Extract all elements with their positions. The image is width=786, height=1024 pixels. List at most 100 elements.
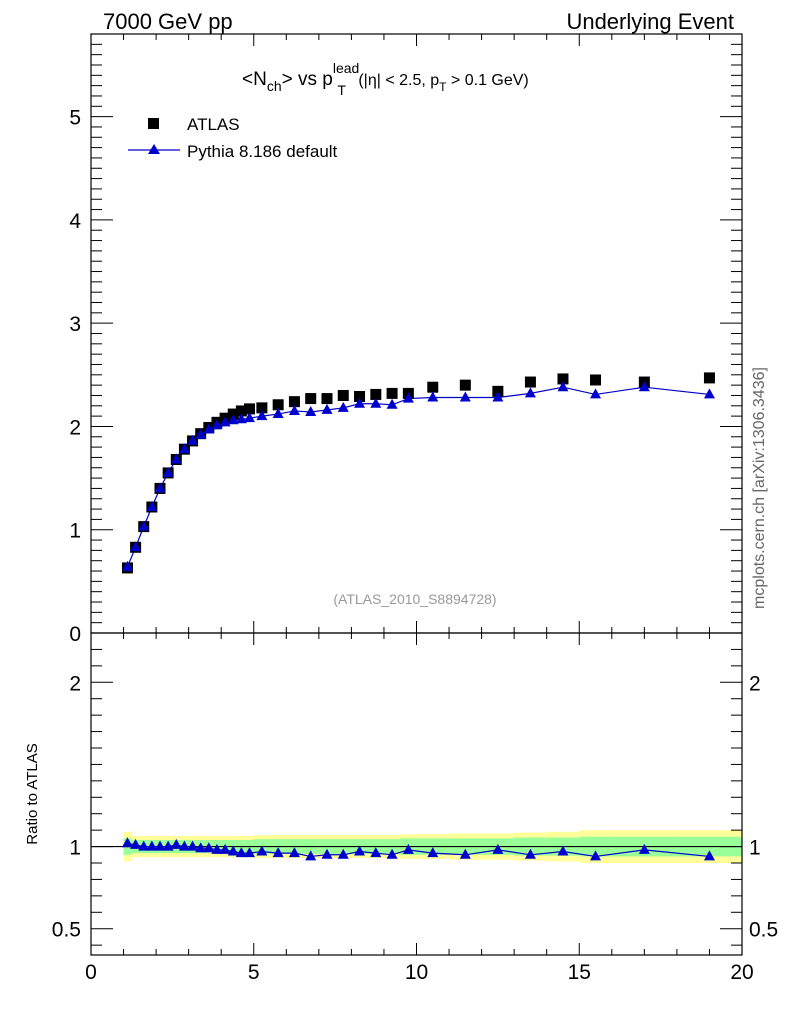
x-tick-label: 20 <box>730 961 753 984</box>
ratio-pythia-point <box>288 847 300 858</box>
atlas-point <box>524 376 536 388</box>
x-tick-labels: 0 5 10 15 20 <box>85 961 754 984</box>
header-left: 7000 GeV pp <box>103 9 233 34</box>
main-y-tick-label: 5 <box>69 107 81 130</box>
atlas-point <box>557 373 569 385</box>
pythia-point <box>235 413 247 424</box>
pythia-point <box>386 398 398 409</box>
pythia-point <box>557 381 569 392</box>
atlas-point <box>703 372 715 384</box>
ratio-pythia-point <box>590 850 602 861</box>
pythia-point <box>272 408 284 419</box>
main-y-tick-label: 4 <box>69 210 81 233</box>
ratio-pythia-point <box>638 843 650 854</box>
ratio-pythia-point <box>337 848 349 859</box>
ratio-frame <box>90 632 743 956</box>
ratio-pythia-point <box>321 848 333 859</box>
pythia-point <box>138 520 150 531</box>
atlas-point <box>227 408 239 420</box>
pythia-point <box>219 416 231 427</box>
ratio-pythia-point <box>178 840 190 851</box>
pythia-point <box>459 391 471 402</box>
ratio-pythia-point <box>272 847 284 858</box>
ratio-y-axis-label: Ratio to ATLAS <box>24 743 41 844</box>
legend-pythia-marker <box>148 144 160 154</box>
ratio-y-tick-label-right: 2 <box>749 672 761 695</box>
pythia-point <box>354 397 366 408</box>
atlas-point <box>459 379 471 391</box>
pythia-point <box>305 405 317 416</box>
ratio-pythia-point <box>138 840 150 851</box>
pythia-point <box>227 414 239 425</box>
atlas-point <box>370 388 382 400</box>
ratio-ticks <box>90 633 743 955</box>
ratio-pythia-point <box>402 843 414 854</box>
ratio-y-tick-label: 1 <box>69 837 81 860</box>
ratio-y-tick-label: 2 <box>69 672 81 695</box>
pythia-point <box>130 541 142 552</box>
pythia-point <box>244 412 256 423</box>
title-cut-a: (|η| < 2.5, p <box>354 72 439 89</box>
x-tick-label: 15 <box>568 961 591 984</box>
main-series <box>121 372 715 574</box>
pythia-point <box>288 404 300 415</box>
main-y-tick-label: 3 <box>69 313 81 336</box>
title-lead: lead <box>333 60 359 76</box>
pythia-point <box>256 410 268 421</box>
pythia-line <box>126 386 710 568</box>
ratio-pythia-point <box>146 840 158 851</box>
ratio-pythia-point <box>154 840 166 851</box>
ratio-y-tick-label-right: 1 <box>749 837 761 860</box>
pythia-point <box>427 391 439 402</box>
ratio-pythia-point <box>170 838 182 849</box>
side-label: mcplots.cern.ch [arXiv:1306.3436] <box>751 367 768 609</box>
ratio-pythia-point <box>459 848 471 859</box>
pythia-point <box>492 391 504 402</box>
atlas-point <box>256 402 268 414</box>
main-y-tick-labels: 0 1 2 3 4 5 <box>69 107 81 646</box>
pythia-point <box>195 428 207 439</box>
ratio-pythia-point <box>256 845 268 856</box>
ratio-pythia-point <box>130 838 142 849</box>
ratio-y-tick-label: 0.5 <box>52 919 81 942</box>
ratio-pythia-point <box>211 843 223 854</box>
ratio-pythia-point <box>219 843 231 854</box>
ratio-pythia-point <box>244 847 256 858</box>
title-ch: ch <box>267 78 282 94</box>
legend-atlas-marker <box>148 118 159 129</box>
title-cut-t: T <box>439 80 447 94</box>
pythia-point <box>337 401 349 412</box>
x-tick-label: 5 <box>248 961 260 984</box>
atlas-point <box>354 390 366 402</box>
ratio-pythia-point <box>370 847 382 858</box>
watermark: (ATLAS_2010_S8894728) <box>333 591 496 607</box>
atlas-point <box>590 374 602 386</box>
pythia-point <box>121 560 133 571</box>
title-t: T <box>337 82 346 98</box>
pythia-point <box>370 397 382 408</box>
x-tick-label: 0 <box>85 961 97 984</box>
main-y-tick-label: 0 <box>69 623 81 646</box>
atlas-point <box>492 385 504 397</box>
ratio-pythia-point <box>203 842 215 853</box>
atlas-point <box>337 389 349 401</box>
ratio-pythia-point <box>386 848 398 859</box>
ratio-pythia-point <box>187 840 199 851</box>
pythia-point <box>162 466 174 477</box>
title-n: <N <box>242 69 267 90</box>
atlas-point <box>321 393 333 405</box>
main-y-tick-label: 2 <box>69 416 81 439</box>
pythia-point <box>170 453 182 464</box>
ratio-y-tick-labels: 0.5 0.5 1 1 2 2 <box>52 672 778 941</box>
atlas-point <box>288 396 300 408</box>
pythia-point <box>187 434 199 445</box>
x-tick-label: 10 <box>405 961 428 984</box>
ratio-pythia-point <box>557 845 569 856</box>
ratio-pythia-point <box>227 845 239 856</box>
ratio-panel: 0.5 0.5 1 1 2 2 0 5 10 15 20 Ratio to ATLAS <box>24 632 778 984</box>
ratio-pythia-line <box>127 842 710 858</box>
ratio-y-tick-label-right: 0.5 <box>749 919 778 942</box>
pythia-point <box>524 387 536 398</box>
